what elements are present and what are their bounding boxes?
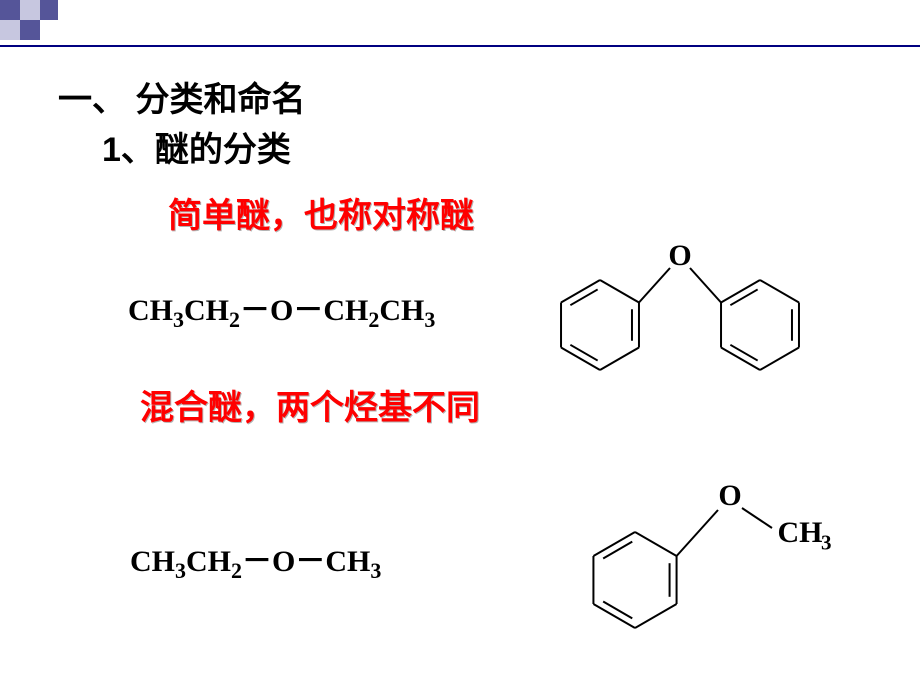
svg-text:3: 3 (821, 531, 832, 555)
svg-text:CH: CH (778, 516, 823, 549)
corner-decoration (0, 0, 60, 45)
diethyl-ether-formula: CH3CH2－O－CH2CH3 (128, 285, 435, 329)
svg-text:O: O (668, 239, 691, 272)
diphenyl-ether-structure: O (530, 230, 830, 390)
svg-text:O: O (718, 479, 741, 512)
mixed-ether-title: 混合醚，两个烃基不同 (140, 380, 480, 429)
ethyl-methyl-ether-formula: CH3CH2－O－CH3 (130, 536, 381, 580)
simple-ether-title: 简单醚，也称对称醚 (168, 188, 474, 237)
top-divider (0, 45, 920, 47)
heading-level-2: 1、醚的分类 (102, 122, 291, 171)
heading-level-1: 一、 分类和命名 (58, 72, 305, 121)
anisole-structure: O CH3 (560, 460, 860, 660)
